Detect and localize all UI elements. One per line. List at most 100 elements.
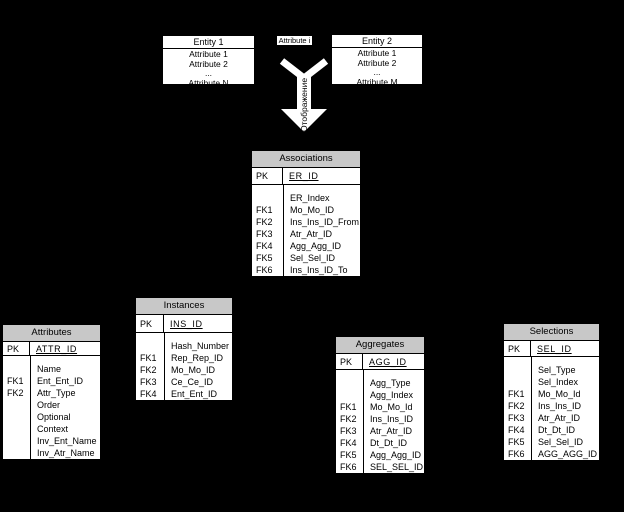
entity-attribute: ... (204, 68, 213, 78)
table-row: ER_Index (252, 192, 360, 204)
column-divider (363, 370, 364, 473)
field-name: Agg_Agg_ID (370, 450, 422, 460)
entity2-attribute-list: Attribute 1 Attribute 2 ... Attribute M (332, 48, 422, 87)
field-name: Sel_Type (538, 365, 576, 375)
field-name: Mo_Mo_ID (290, 205, 335, 215)
field-name: Optional (37, 412, 71, 422)
table-row: FK6 AGG_AGG_ID (504, 448, 599, 460)
table-title: Selections (504, 324, 599, 341)
fk-label: FK4 (256, 241, 273, 251)
table-selections: Selections PK SEL_ID Sel_Type Sel_Index … (503, 323, 600, 461)
pk-row: PK INS_ID (136, 315, 232, 333)
field-name: Context (37, 424, 69, 434)
table-row: Order (3, 399, 100, 411)
fk-label: FK1 (256, 205, 273, 215)
fk-label: FK2 (340, 414, 357, 424)
table-title: Associations (252, 151, 360, 168)
table-row: FK1 Rep_Rep_ID (136, 352, 232, 364)
field-name: Ins_Ins_ID_To (290, 265, 348, 275)
fk-label: FK5 (256, 253, 273, 263)
field-list: Agg_Type Agg_Index FK1 Mo_Mo_Id FK2 Ins_… (336, 370, 424, 473)
fk-label (3, 447, 30, 459)
field-name: Ins_Ins_ID (370, 414, 414, 424)
fk-label: FK5 (508, 437, 525, 447)
table-row: FK2 Mo_Mo_ID (136, 364, 232, 376)
table-row: Name (3, 363, 100, 375)
column-divider (283, 185, 284, 276)
pk-row: PK AGG_ID (336, 354, 424, 370)
table-row: Inv_Atr_Name (3, 447, 100, 459)
table-row: Agg_Type (336, 377, 424, 389)
fk-label (504, 376, 531, 388)
entity-attribute: ... (373, 67, 381, 77)
mapping-arrow: Отображение (270, 57, 338, 135)
fk-label (3, 423, 30, 435)
field-name: Name (37, 364, 62, 374)
field-name: Ins_Ins_ID_From (290, 217, 360, 227)
field-list: Name FK1 Ent_Ent_ID FK2 Attr_Type Order … (3, 356, 100, 459)
pk-label: PK (504, 341, 531, 356)
table-row: FK6 Ins_Ins_ID_To (252, 264, 360, 276)
entity2-table: Entity 2 Attribute 1 Attribute 2 ... Att… (331, 34, 423, 87)
fk-label (3, 399, 30, 411)
field-name: Atr_Atr_ID (290, 229, 333, 239)
fk-label: FK1 (508, 389, 525, 399)
table-row: FK2 Ins_Ins_ID (336, 413, 424, 425)
table-row: FK2 Attr_Type (3, 387, 100, 399)
field-name: Ent_Ent_ID (37, 376, 84, 386)
fk-label: FK3 (256, 229, 273, 239)
table-row: FK3 Atr_Atr_ID (252, 228, 360, 240)
table-title: Attributes (3, 325, 100, 342)
table-row: FK5 Sel_Sel_ID (504, 436, 599, 448)
entity-attribute: Attribute 2 (357, 57, 397, 68)
column-divider (164, 333, 165, 400)
field-name: Dt_Dt_ID (370, 438, 408, 448)
entity1-table: Entity 1 Attribute 1 Attribute 2 ... Att… (162, 35, 255, 87)
arrow-label: Отображение (299, 78, 309, 132)
table-title: Aggregates (336, 337, 424, 354)
table-row: Sel_Index (504, 376, 599, 388)
pk-key: ATTR_ID (36, 343, 78, 354)
table-row: Inv_Ent_Name (3, 435, 100, 447)
fk-label: FK5 (340, 450, 357, 460)
field-name: Mo_Mo_ID (171, 365, 216, 375)
fk-label (252, 192, 283, 204)
table-row: FK5 Agg_Agg_ID (336, 449, 424, 461)
table-row: FK3 Atr_Atr_ID (336, 425, 424, 437)
field-name: Mo_Mo_Id (538, 389, 581, 399)
column-divider (531, 357, 532, 460)
field-list: Sel_Type Sel_Index FK1 Mo_Mo_Id FK2 Ins_… (504, 357, 599, 460)
fk-label: FK6 (256, 265, 273, 275)
pk-label: PK (336, 354, 363, 369)
table-row: FK4 Dt_Dt_ID (504, 424, 599, 436)
pk-row: PK SEL_ID (504, 341, 599, 357)
column-divider (30, 356, 31, 459)
pk-key: INS_ID (170, 318, 203, 329)
field-name: Order (37, 400, 61, 410)
table-row: Agg_Index (336, 389, 424, 401)
table-row: FK1 Ent_Ent_ID (3, 375, 100, 387)
field-name: Dt_Dt_ID (538, 425, 576, 435)
pk-label: PK (3, 342, 30, 355)
table-row: Optional (3, 411, 100, 423)
attribute-i-label: Attribute i (276, 35, 313, 46)
entity-attribute: Attribute 1 (357, 48, 397, 58)
field-name: Rep_Rep_ID (171, 353, 224, 363)
entity-attribute: Attribute N (188, 77, 229, 88)
field-list: Hash_Number FK1 Rep_Rep_ID FK2 Mo_Mo_ID … (136, 333, 232, 400)
table-title: Instances (136, 298, 232, 315)
fk-label (336, 389, 363, 401)
table-associations: Associations PK ER_ID ER_Index FK1 Mo_Mo… (251, 150, 361, 277)
fk-label (504, 364, 531, 376)
field-name: AGG_AGG_ID (538, 449, 598, 459)
fk-label (136, 340, 164, 352)
pk-key: ER_ID (289, 171, 319, 181)
table-row: FK4 Agg_Agg_ID (252, 240, 360, 252)
field-name: Atr_Atr_ID (538, 413, 581, 423)
table-row: Hash_Number (136, 340, 232, 352)
pk-label: PK (252, 168, 283, 184)
table-attributes: Attributes PK ATTR_ID Name FK1 Ent_Ent_I… (2, 324, 101, 460)
table-row: FK6 SEL_SEL_ID (336, 461, 424, 473)
table-row: FK3 Ce_Ce_ID (136, 376, 232, 388)
table-instances: Instances PK INS_ID Hash_Number FK1 Rep_… (135, 297, 233, 401)
